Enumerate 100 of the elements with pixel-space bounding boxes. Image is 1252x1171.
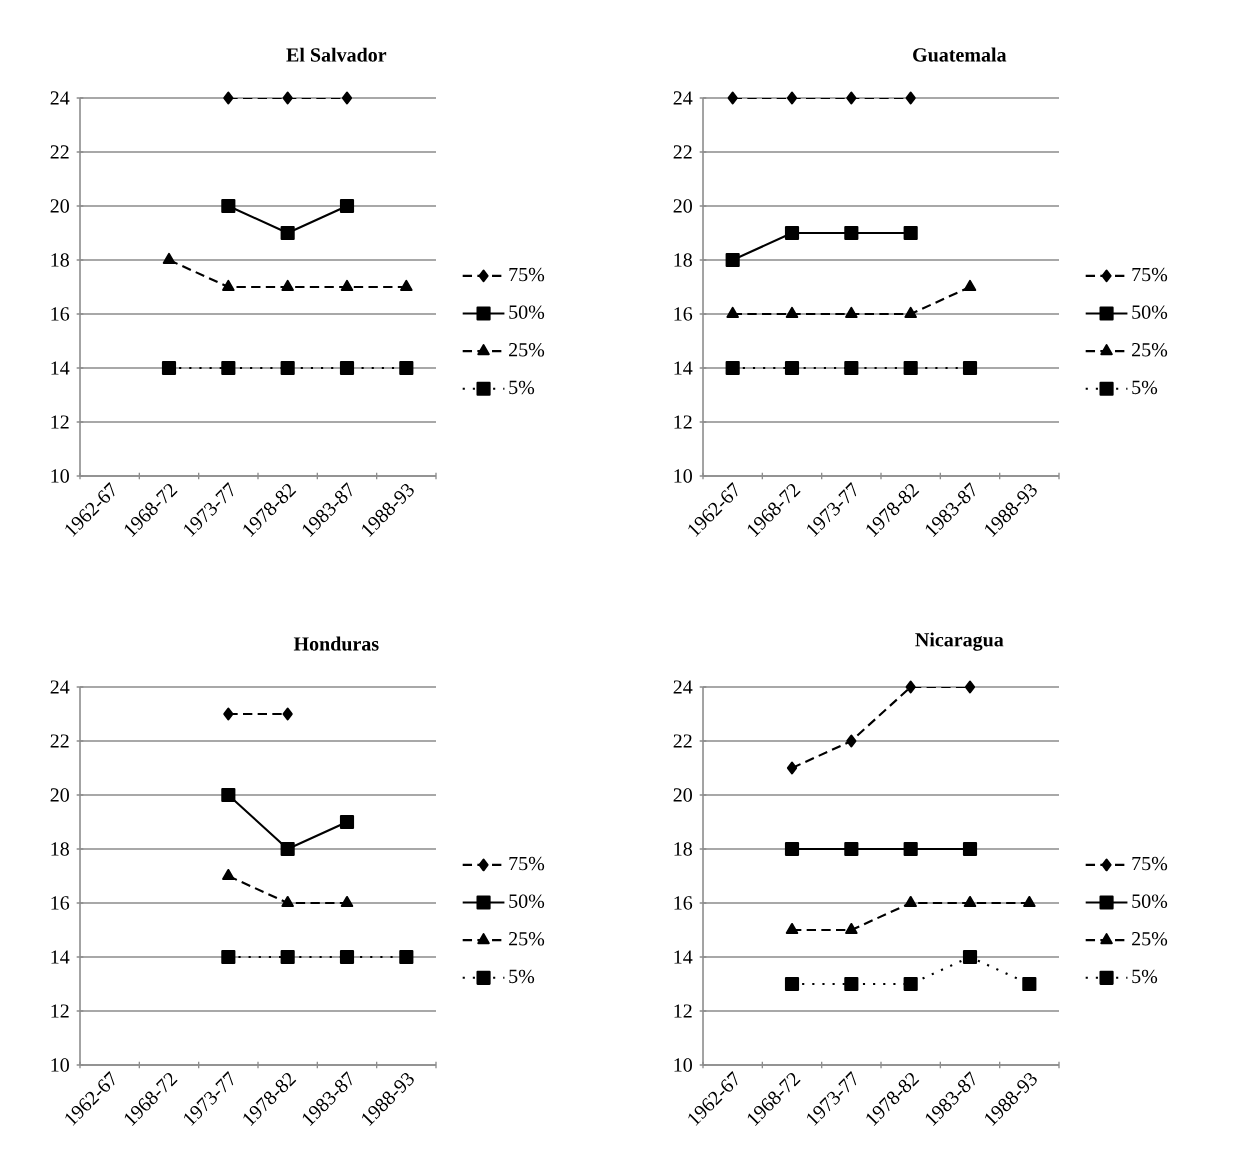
point xyxy=(223,707,234,721)
point xyxy=(784,360,800,376)
legend-label: 75% xyxy=(509,267,545,282)
point xyxy=(725,360,740,376)
point xyxy=(963,279,977,292)
legend-label: 5% xyxy=(509,380,535,395)
point xyxy=(221,787,236,803)
point xyxy=(962,360,978,376)
y-tick-label: 12 xyxy=(674,415,692,429)
point xyxy=(905,680,916,694)
point xyxy=(399,949,414,965)
legend-label: 75% xyxy=(509,856,545,871)
y-tick-label: 16 xyxy=(51,307,70,321)
y-tick-label: 12 xyxy=(51,1004,69,1018)
point xyxy=(161,360,177,376)
y-tick-label: 20 xyxy=(673,199,692,213)
legend-label: 50% xyxy=(509,894,545,908)
legend-label: 5% xyxy=(1132,380,1158,395)
point xyxy=(903,225,918,241)
y-tick-label: 14 xyxy=(51,950,70,964)
chart-title: Honduras xyxy=(293,636,379,651)
y-tick-label: 12 xyxy=(51,415,69,429)
point xyxy=(784,841,800,857)
y-tick-label: 18 xyxy=(51,842,69,856)
y-tick-label: 10 xyxy=(674,1058,692,1072)
legend-label: 5% xyxy=(1132,969,1158,984)
point xyxy=(339,949,355,965)
y-tick-label: 22 xyxy=(673,145,692,159)
point xyxy=(845,922,858,935)
y-tick-label: 10 xyxy=(51,469,69,483)
point xyxy=(786,761,798,775)
point xyxy=(400,279,413,292)
legend-label: 50% xyxy=(1132,305,1168,319)
point xyxy=(341,91,353,105)
point xyxy=(905,91,916,105)
point xyxy=(845,306,858,319)
point xyxy=(725,252,740,268)
point xyxy=(280,841,295,857)
chart-title: El Salvador xyxy=(286,47,387,62)
point xyxy=(280,225,295,241)
legend-label: 5% xyxy=(509,969,535,984)
point xyxy=(340,895,354,908)
legend-label: 25% xyxy=(509,343,545,357)
y-tick-label: 16 xyxy=(674,307,693,321)
point xyxy=(903,841,918,857)
y-tick-label: 18 xyxy=(51,253,69,267)
point xyxy=(280,360,295,376)
point xyxy=(903,976,918,992)
y-tick-label: 10 xyxy=(51,1058,69,1072)
y-tick-label: 20 xyxy=(50,199,69,213)
legend-label: 75% xyxy=(1132,856,1168,871)
point xyxy=(963,895,977,908)
chart-title: Nicaragua xyxy=(915,632,1004,651)
point xyxy=(339,814,355,830)
point xyxy=(221,949,236,965)
legend-label: 75% xyxy=(1132,267,1168,282)
y-tick-label: 24 xyxy=(673,680,693,694)
point xyxy=(222,279,235,292)
y-tick-label: 24 xyxy=(673,91,693,105)
point xyxy=(785,306,799,319)
point xyxy=(904,895,917,908)
point xyxy=(281,895,294,908)
point xyxy=(282,707,293,721)
y-tick-label: 14 xyxy=(51,361,70,375)
y-tick-label: 18 xyxy=(674,253,692,267)
point xyxy=(162,252,176,265)
point xyxy=(726,306,739,319)
legend-label: 50% xyxy=(509,305,545,319)
y-tick-label: 22 xyxy=(50,145,69,159)
y-tick-label: 22 xyxy=(673,734,692,748)
point xyxy=(904,306,917,319)
y-tick-label: 14 xyxy=(674,361,693,375)
legend-label: 50% xyxy=(1132,894,1168,908)
point xyxy=(221,360,236,376)
point xyxy=(223,91,234,105)
point xyxy=(962,841,978,857)
y-tick-label: 14 xyxy=(674,950,693,964)
y-tick-label: 12 xyxy=(674,1004,692,1018)
chart-title: Guatemala xyxy=(913,47,1007,62)
point xyxy=(846,734,857,748)
point xyxy=(846,91,857,105)
point xyxy=(282,91,293,105)
y-tick-label: 18 xyxy=(674,842,692,856)
point xyxy=(221,198,236,214)
point xyxy=(844,225,859,241)
point xyxy=(844,360,859,376)
legend-label: 25% xyxy=(1132,932,1168,946)
point xyxy=(339,360,355,376)
y-tick-label: 20 xyxy=(673,788,692,802)
point xyxy=(1023,895,1036,908)
point xyxy=(844,976,859,992)
point xyxy=(399,360,414,376)
y-tick-label: 24 xyxy=(50,680,70,694)
point xyxy=(784,225,800,241)
point xyxy=(222,868,235,881)
y-tick-label: 24 xyxy=(50,91,70,105)
point xyxy=(785,922,799,935)
legend-label: 25% xyxy=(509,932,545,946)
legend-label: 25% xyxy=(1132,343,1168,357)
point xyxy=(340,279,354,292)
